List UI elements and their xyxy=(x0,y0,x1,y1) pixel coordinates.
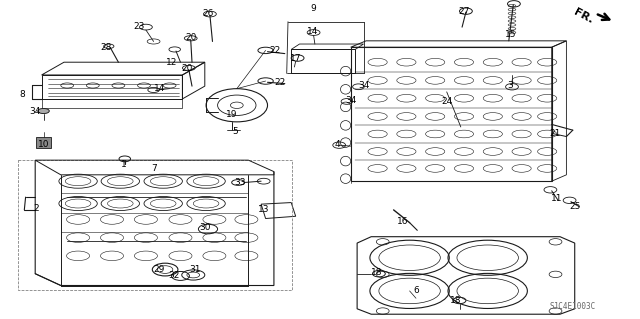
Text: FR.: FR. xyxy=(572,7,595,26)
Text: 18: 18 xyxy=(450,296,461,305)
Text: 20: 20 xyxy=(185,33,196,42)
Text: 8: 8 xyxy=(19,90,24,99)
Text: 25: 25 xyxy=(569,202,580,211)
Text: 30: 30 xyxy=(199,223,211,232)
Text: 34: 34 xyxy=(345,96,356,105)
Text: 2: 2 xyxy=(33,204,38,213)
Text: 28: 28 xyxy=(100,43,111,52)
Text: 10: 10 xyxy=(38,140,49,149)
Text: 32: 32 xyxy=(168,271,180,280)
Text: 13: 13 xyxy=(258,205,269,214)
Text: 3: 3 xyxy=(508,81,513,90)
Text: 24: 24 xyxy=(441,97,452,106)
Text: 23: 23 xyxy=(134,22,145,31)
Text: 22: 22 xyxy=(269,46,281,55)
Ellipse shape xyxy=(38,108,49,114)
Text: 19: 19 xyxy=(226,110,237,119)
Text: SJC4E1003C: SJC4E1003C xyxy=(550,302,596,311)
Bar xyxy=(36,137,51,148)
Text: 11: 11 xyxy=(551,194,563,203)
Text: 27: 27 xyxy=(458,7,470,16)
Text: 14: 14 xyxy=(154,84,166,93)
Text: 33: 33 xyxy=(234,178,246,187)
Text: 16: 16 xyxy=(397,217,409,226)
Text: 18: 18 xyxy=(371,268,382,277)
Text: 9: 9 xyxy=(311,4,316,13)
Text: 4: 4 xyxy=(335,140,340,149)
Text: 21: 21 xyxy=(550,129,561,138)
Text: 20: 20 xyxy=(181,64,193,73)
Bar xyxy=(18,160,292,290)
Text: 34: 34 xyxy=(29,107,41,115)
Text: 22: 22 xyxy=(275,78,286,87)
Text: 6: 6 xyxy=(413,286,419,295)
Text: 17: 17 xyxy=(290,54,301,63)
Text: 1: 1 xyxy=(121,160,126,169)
Text: 31: 31 xyxy=(189,265,201,274)
Text: 15: 15 xyxy=(505,30,516,39)
Text: 12: 12 xyxy=(166,58,177,67)
Text: 5: 5 xyxy=(233,127,238,136)
Text: 7: 7 xyxy=(151,164,156,173)
Text: 26: 26 xyxy=(202,9,214,18)
Text: 14: 14 xyxy=(307,27,318,36)
Text: 34: 34 xyxy=(358,81,369,90)
Text: 29: 29 xyxy=(153,265,164,274)
